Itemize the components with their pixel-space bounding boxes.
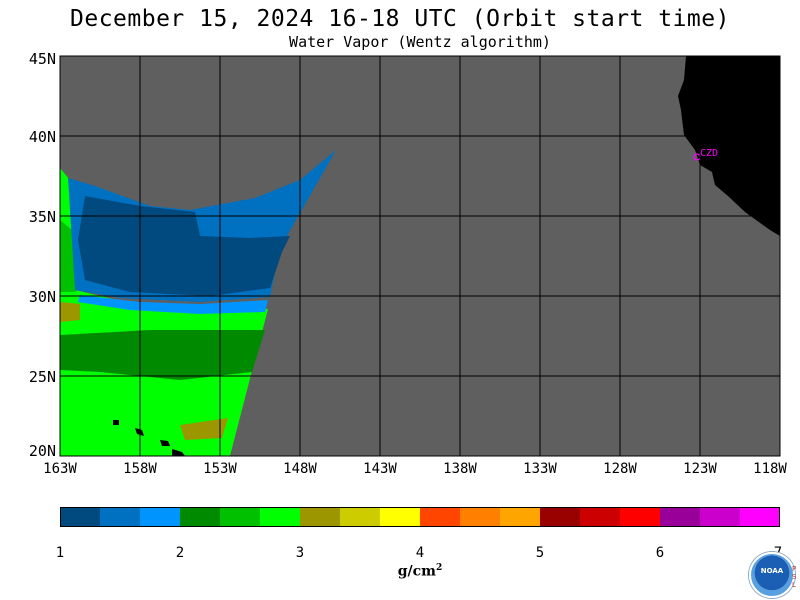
colorbar-swatch — [140, 507, 180, 527]
lat-label-40n: 40N — [28, 128, 56, 146]
colorbar-swatch — [460, 507, 500, 527]
lon-label-128w: 128W — [603, 461, 637, 477]
colorbar-tick-3: 3 — [295, 545, 305, 561]
swath-dark-green-band — [60, 330, 265, 380]
swath-green-region — [60, 168, 268, 456]
lon-label-143w: 143W — [363, 461, 397, 477]
lat-label-25n: 25N — [28, 368, 56, 386]
colorbar-tick-5: 5 — [535, 545, 545, 561]
colorbar-swatch — [100, 507, 140, 527]
island-hawaii — [172, 449, 185, 456]
map-frame — [59, 55, 781, 457]
island-kauai — [113, 420, 119, 425]
units-exponent: 2 — [435, 563, 443, 573]
lon-label-118w: 118W — [753, 461, 787, 477]
land-north-america — [678, 56, 780, 236]
colorbar-frame — [60, 507, 780, 527]
lat-label-30n: 30N — [28, 288, 56, 306]
units-text: g/cm — [397, 563, 436, 580]
colorbar-swatch — [540, 507, 580, 527]
colorbar-swatch — [580, 507, 620, 527]
lon-label-133w: 133W — [523, 461, 557, 477]
colorbar-tick-6: 6 — [655, 545, 665, 561]
swath-olive-patch-1 — [60, 302, 80, 322]
lon-label-158w: 158W — [123, 461, 157, 477]
colorbar-swatch — [180, 507, 220, 527]
colorbar-swatch — [300, 507, 340, 527]
swath-dark-blue-core — [78, 196, 290, 296]
lon-label-163w: 163W — [43, 461, 77, 477]
lon-label-153w: 153W — [203, 461, 237, 477]
colorbar-swatch — [340, 507, 380, 527]
chart-title: December 15, 2024 16-18 UTC (Orbit start… — [70, 6, 730, 32]
colorbar-swatch — [620, 507, 660, 527]
colorbar-tick-1: 1 — [55, 545, 65, 561]
colorbar-swatch — [220, 507, 260, 527]
noaa-logo: NOAA — [749, 552, 795, 598]
noaa-logo-text: NOAA — [760, 567, 784, 575]
lon-label-138w: 138W — [443, 461, 477, 477]
colorbar-swatch — [60, 507, 100, 527]
colorbar-swatch — [740, 507, 780, 527]
colorbar-swatch — [660, 507, 700, 527]
lat-label-45n: 45N — [28, 50, 56, 68]
colorbar-units: g/cm2 — [0, 563, 800, 580]
swath-olive-patch-2 — [180, 418, 228, 440]
colorbar-tick-2: 2 — [175, 545, 185, 561]
colorbar-swatch — [700, 507, 740, 527]
chart-subtitle: Water Vapor (Wentz algorithm) — [289, 33, 551, 51]
lon-label-123w: 123W — [683, 461, 717, 477]
colorbar-swatch — [260, 507, 300, 527]
island-maui — [160, 440, 170, 446]
colorbar-swatch — [380, 507, 420, 527]
lat-label-20n: 20N — [28, 442, 56, 460]
colorbar-tick-4: 4 — [415, 545, 425, 561]
map-grid — [60, 56, 780, 456]
colorbar-swatch — [500, 507, 540, 527]
colorbar-swatch — [420, 507, 460, 527]
station-label-czd: CZD — [700, 148, 718, 159]
lon-label-148w: 148W — [283, 461, 317, 477]
lat-label-35n: 35N — [28, 208, 56, 226]
